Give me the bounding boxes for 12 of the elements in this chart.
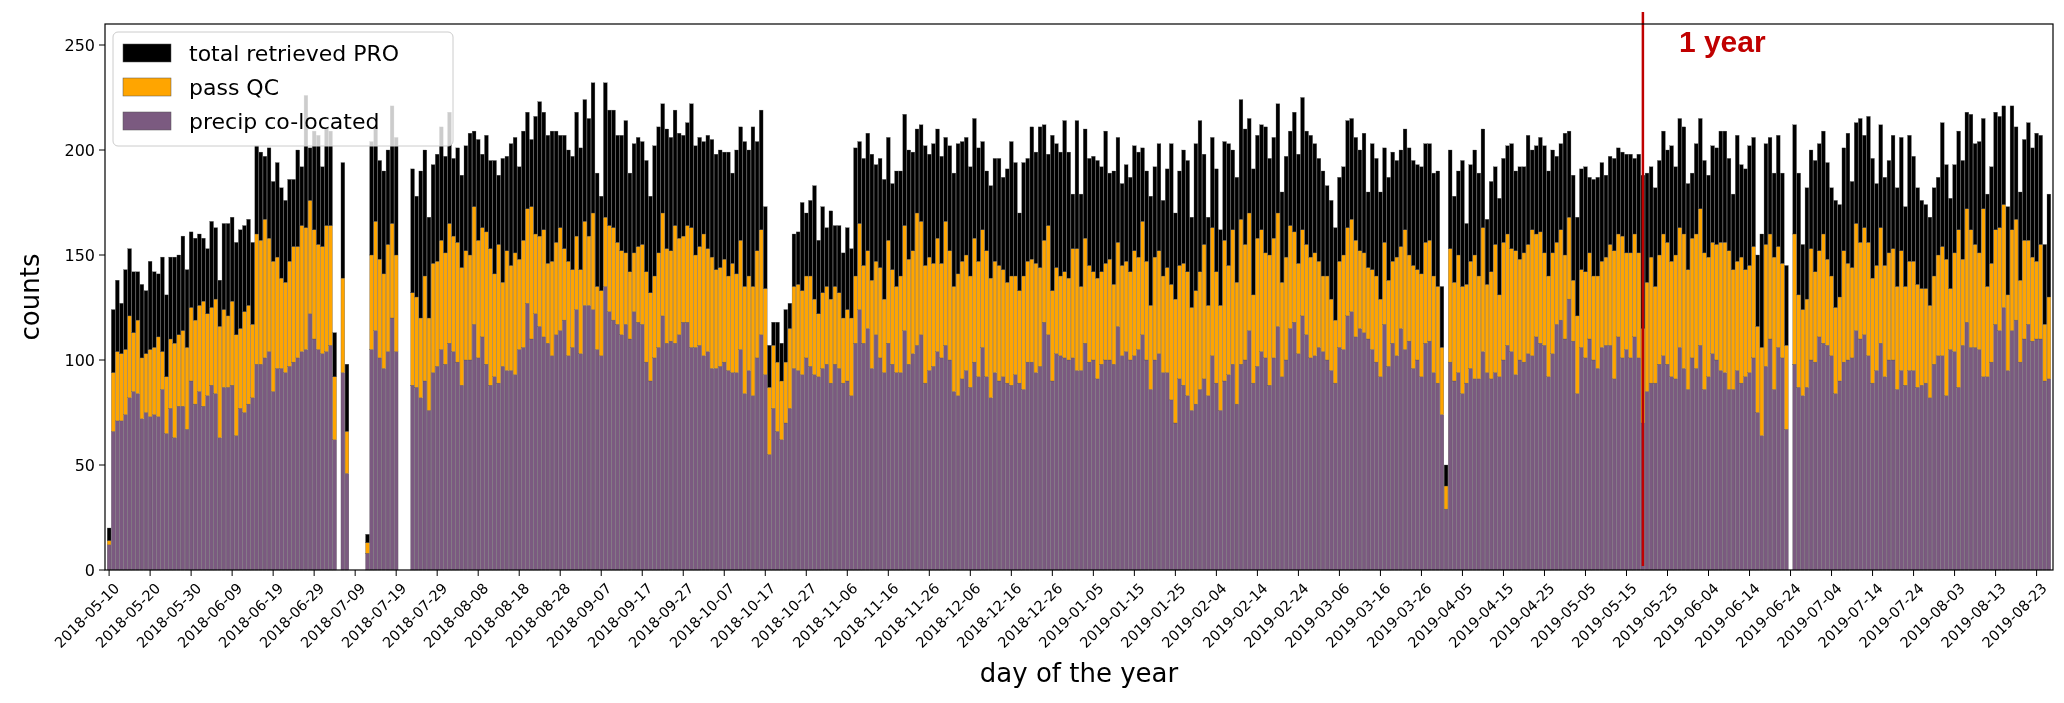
legend-label: total retrieved PRO xyxy=(189,40,400,66)
y-axis-title: counts xyxy=(15,253,45,341)
legend-label: precip co-located xyxy=(189,108,380,134)
y-tick-label: 250 xyxy=(64,35,95,55)
y-tick-label: 200 xyxy=(64,140,95,160)
x-axis-title: day of the year xyxy=(979,658,1179,688)
y-tick-label: 0 xyxy=(84,560,95,580)
legend-label: pass QC xyxy=(189,74,280,100)
y-tick-label: 100 xyxy=(64,350,95,370)
y-tick-label: 150 xyxy=(64,245,95,265)
ref-line-label: 1 year xyxy=(1678,25,1766,58)
y-tick-label: 50 xyxy=(74,455,95,475)
